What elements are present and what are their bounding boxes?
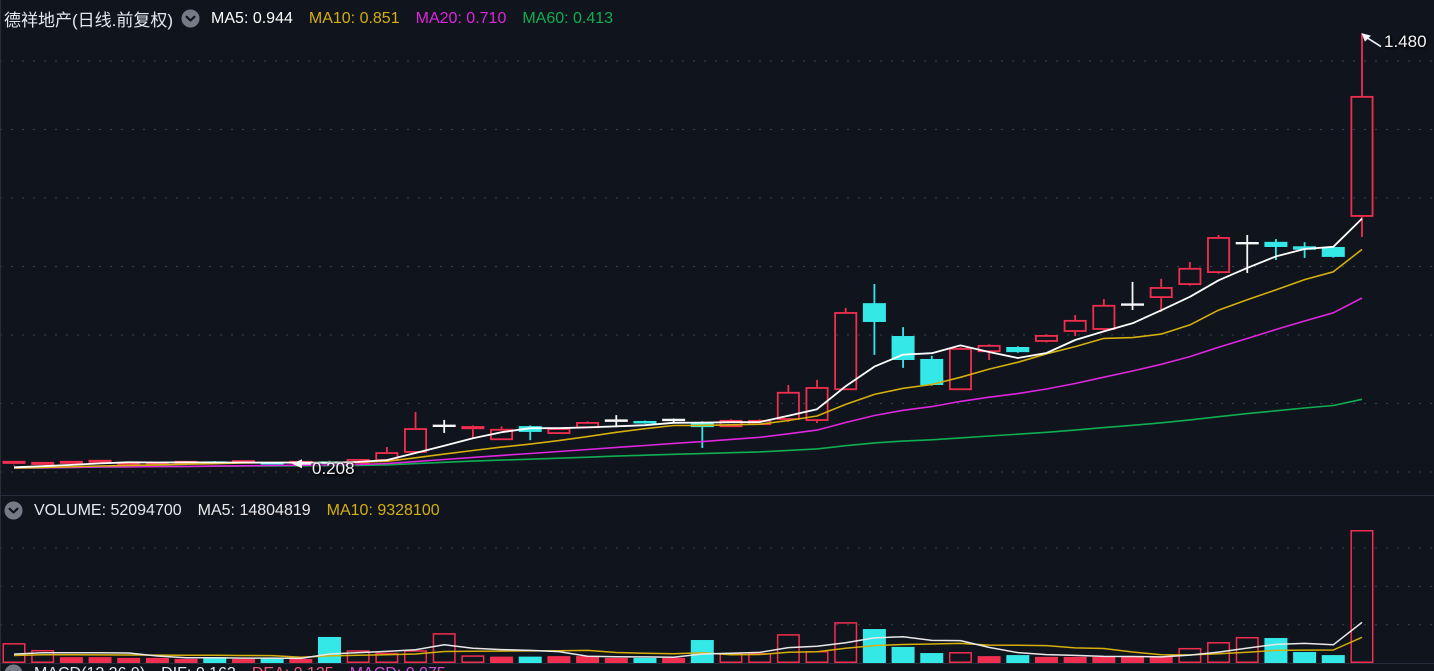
volume-value: VOLUME: 52094700 [34,501,182,519]
ma5-value: MA5: 0.944 [211,9,293,27]
chevron-down-icon[interactable] [181,9,200,28]
low-price-annotation: 0.208 [312,459,355,478]
ma10-value: MA10: 0.851 [308,9,400,27]
macd-value: MACD: 0.075 [350,665,446,671]
high-price-annotation: 1.480 [1384,32,1427,51]
volume-ma5-value: MA5: 14804819 [197,501,311,519]
chevron-down-icon[interactable] [4,501,23,520]
gridlines [0,60,1434,626]
macd-pane-header: MACD(12,26,9) DIF: 0.163 DEA: 0.125 MACD… [4,664,462,671]
ma20-value: MA20: 0.710 [415,9,507,27]
volume-bars [2,530,1374,664]
volume-ma10-value: MA10: 9328100 [326,501,440,519]
dif-value: DIF: 0.163 [161,665,236,671]
chevron-down-icon[interactable] [4,664,23,671]
dea-value: DEA: 0.125 [252,665,334,671]
ma60-value: MA60: 0.413 [522,9,614,27]
annotation-arrows [292,33,1382,469]
stock-title: 德祥地产(日线.前复权) [4,11,174,30]
volume-ma-lines [13,621,1363,660]
candlesticks [2,33,1374,467]
macd-title: MACD(12,26,9) [34,665,145,671]
main-chart-header: 德祥地产(日线.前复权) MA5: 0.944 MA10: 0.851 MA20… [4,6,629,31]
price-ma-lines [13,217,1363,469]
volume-pane-header: VOLUME: 52094700 MA5: 14804819 MA10: 932… [4,501,456,520]
